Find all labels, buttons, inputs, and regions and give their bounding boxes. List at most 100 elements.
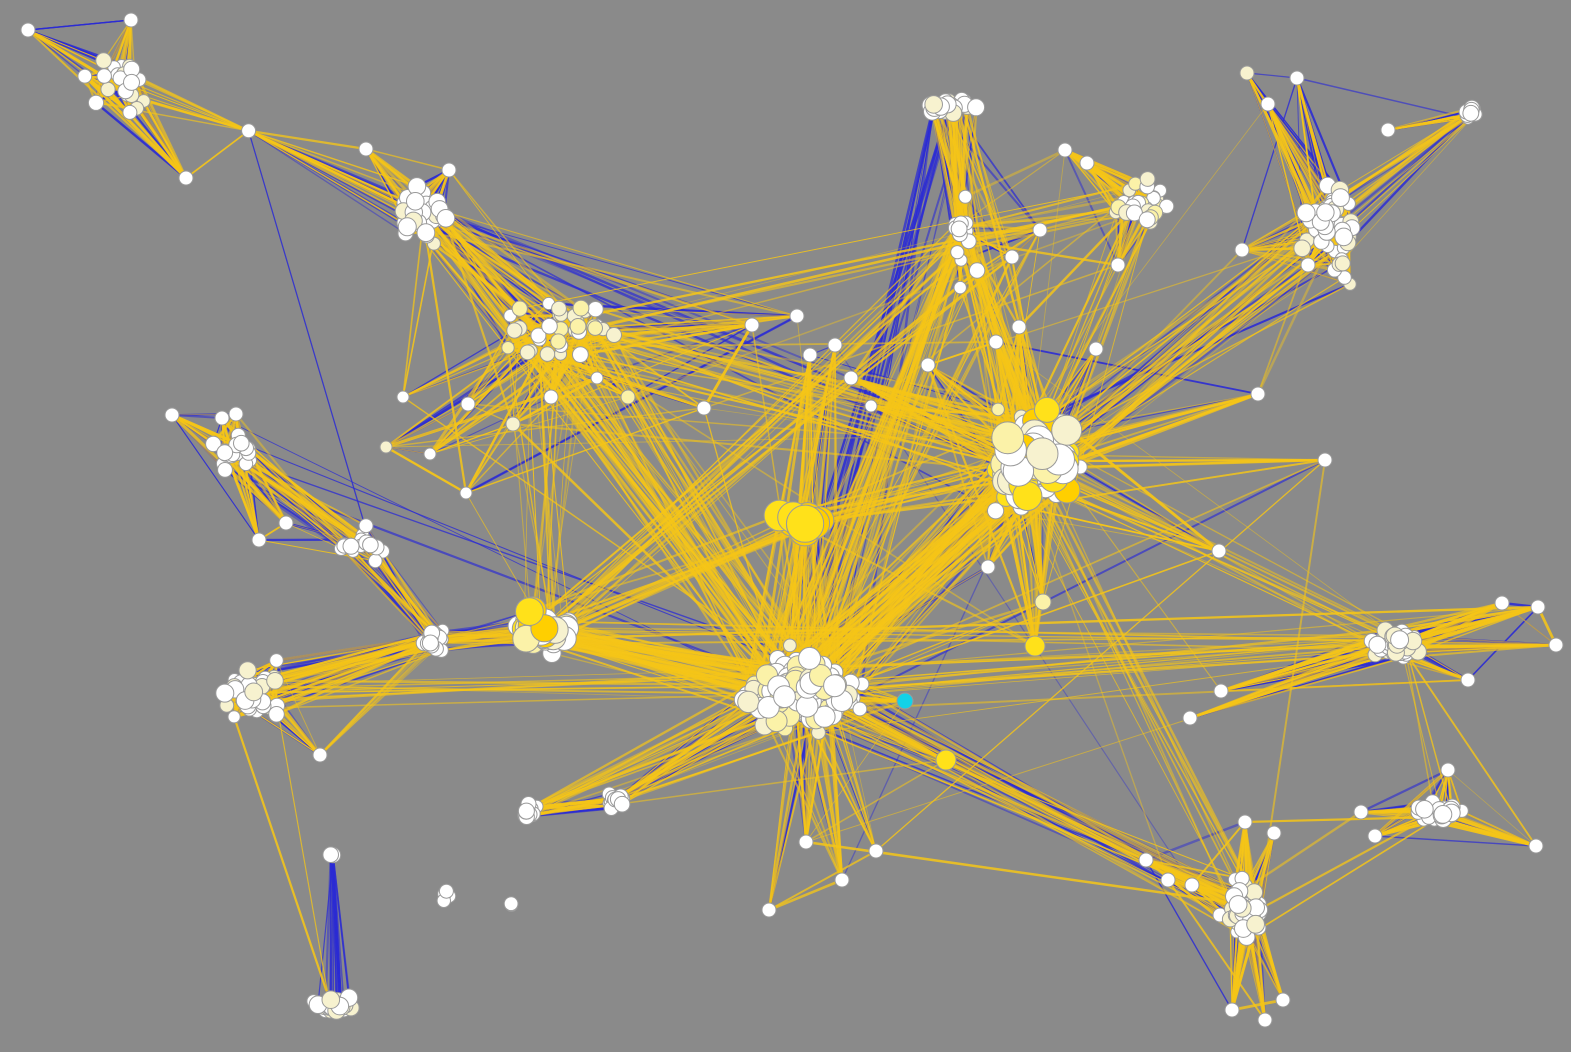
graph-node[interactable]: [813, 705, 836, 728]
graph-node[interactable]: [1390, 630, 1410, 650]
graph-node[interactable]: [1528, 838, 1544, 854]
graph-node[interactable]: [1367, 828, 1383, 844]
graph-node[interactable]: [1440, 762, 1456, 778]
graph-node[interactable]: [1246, 914, 1265, 934]
graph-node[interactable]: [757, 696, 780, 719]
graph-node[interactable]: [517, 802, 535, 820]
graph-node[interactable]: [920, 357, 936, 373]
graph-node[interactable]: [1548, 637, 1564, 653]
graph-node[interactable]: [1139, 171, 1156, 187]
graph-node[interactable]: [991, 421, 1025, 455]
graph-node[interactable]: [823, 674, 847, 698]
graph-node[interactable]: [868, 843, 884, 859]
graph-node[interactable]: [1353, 804, 1369, 820]
graph-node[interactable]: [205, 435, 222, 453]
node-layer[interactable]: [20, 12, 1564, 1028]
graph-node[interactable]: [20, 22, 36, 38]
graph-node[interactable]: [1266, 825, 1282, 841]
graph-node[interactable]: [459, 486, 473, 500]
graph-node[interactable]: [1057, 142, 1073, 158]
graph-node[interactable]: [783, 638, 797, 653]
graph-node[interactable]: [251, 532, 267, 548]
graph-node[interactable]: [228, 406, 244, 422]
graph-node[interactable]: [1380, 122, 1396, 138]
graph-node[interactable]: [358, 518, 374, 534]
graph-node[interactable]: [1316, 203, 1335, 222]
graph-node[interactable]: [1250, 386, 1266, 402]
graph-node[interactable]: [551, 300, 567, 317]
graph-node[interactable]: [406, 192, 425, 211]
graph-node[interactable]: [744, 317, 760, 333]
graph-node[interactable]: [268, 706, 285, 723]
graph-node[interactable]: [397, 217, 417, 237]
graph-node[interactable]: [935, 749, 957, 771]
graph-node[interactable]: [1088, 341, 1104, 357]
graph-node[interactable]: [123, 73, 140, 91]
graph-node[interactable]: [1245, 883, 1264, 902]
graph-node[interactable]: [122, 104, 138, 120]
graph-node[interactable]: [1331, 188, 1350, 208]
graph-node[interactable]: [613, 795, 631, 813]
graph-node[interactable]: [572, 299, 590, 317]
graph-node[interactable]: [1530, 599, 1546, 615]
graph-node[interactable]: [798, 834, 814, 850]
graph-node[interactable]: [852, 701, 868, 717]
graph-node[interactable]: [460, 396, 476, 412]
graph-node[interactable]: [987, 502, 1005, 520]
graph-node[interactable]: [550, 333, 567, 350]
graph-node[interactable]: [1275, 992, 1291, 1008]
graph-node[interactable]: [1317, 452, 1333, 468]
graph-node[interactable]: [980, 559, 996, 575]
graph-node[interactable]: [244, 682, 264, 702]
graph-node[interactable]: [1032, 222, 1048, 238]
graph-node[interactable]: [864, 399, 878, 413]
graph-node[interactable]: [1289, 70, 1305, 86]
graph-node[interactable]: [1004, 249, 1020, 265]
graph-node[interactable]: [1228, 895, 1248, 914]
graph-node[interactable]: [505, 416, 521, 432]
graph-node[interactable]: [1034, 593, 1052, 611]
graph-node[interactable]: [1224, 1002, 1240, 1018]
graph-node[interactable]: [827, 337, 843, 353]
graph-node[interactable]: [1494, 595, 1510, 611]
graph-node[interactable]: [214, 410, 230, 426]
graph-node[interactable]: [87, 94, 105, 111]
graph-node[interactable]: [1079, 155, 1095, 171]
graph-node[interactable]: [278, 515, 294, 531]
graph-node[interactable]: [238, 661, 257, 680]
graph-node[interactable]: [950, 245, 965, 260]
graph-node[interactable]: [696, 400, 712, 416]
graph-node[interactable]: [416, 223, 436, 243]
graph-node[interactable]: [620, 389, 636, 405]
graph-node[interactable]: [587, 301, 604, 318]
graph-node[interactable]: [1160, 872, 1176, 888]
graph-node[interactable]: [1234, 242, 1250, 258]
graph-node[interactable]: [396, 390, 410, 404]
graph-node[interactable]: [1024, 635, 1046, 657]
graph-node[interactable]: [843, 370, 859, 386]
graph-node[interactable]: [1211, 543, 1227, 559]
graph-node[interactable]: [362, 536, 379, 554]
graph-node[interactable]: [786, 504, 825, 543]
graph-node[interactable]: [368, 553, 383, 569]
graph-node[interactable]: [1368, 635, 1387, 654]
graph-node[interactable]: [1184, 877, 1200, 893]
graph-node[interactable]: [1051, 414, 1083, 446]
graph-node[interactable]: [100, 81, 116, 98]
graph-node[interactable]: [798, 646, 822, 670]
graph-node[interactable]: [968, 262, 986, 279]
graph-node[interactable]: [312, 747, 328, 763]
graph-node[interactable]: [1110, 257, 1126, 273]
graph-node[interactable]: [421, 634, 439, 652]
graph-node[interactable]: [215, 683, 235, 703]
graph-node[interactable]: [96, 68, 112, 84]
graph-node[interactable]: [590, 371, 604, 385]
graph-node[interactable]: [501, 341, 515, 355]
graph-node[interactable]: [358, 141, 374, 157]
graph-node[interactable]: [543, 389, 559, 405]
graph-node[interactable]: [164, 407, 180, 423]
graph-node[interactable]: [233, 434, 250, 452]
graph-node[interactable]: [761, 902, 777, 918]
graph-node[interactable]: [1138, 211, 1156, 229]
